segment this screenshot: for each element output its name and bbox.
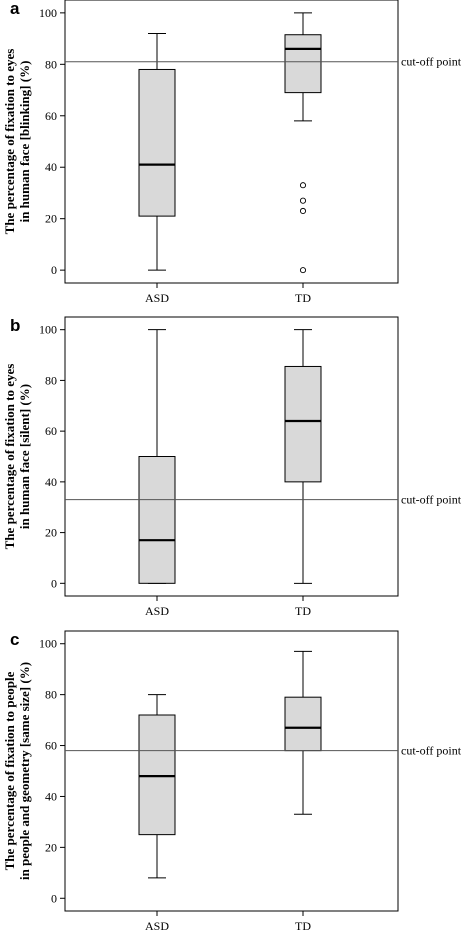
panel-letter: c bbox=[10, 630, 19, 649]
outlier-point bbox=[299, 267, 307, 274]
cutoff-label: cut-off point bbox=[401, 493, 462, 507]
cutoff-label: cut-off point bbox=[401, 744, 462, 758]
y-axis-label-line2: in people and geometry [same size] (%) bbox=[17, 662, 32, 880]
y-tick-label: 0 bbox=[51, 263, 57, 277]
y-tick-label: 100 bbox=[39, 6, 57, 20]
y-tick-label: 0 bbox=[51, 576, 57, 590]
y-axis-label-line2: in human face [blinking] (%) bbox=[17, 61, 32, 223]
plot-frame bbox=[64, 630, 399, 912]
y-tick-label: 60 bbox=[45, 424, 57, 438]
chart-panel-b: b 0 20 40 60 80 100 ASD TD The percentage of fixa… bbox=[2, 316, 462, 618]
box-asd bbox=[138, 694, 176, 879]
y-tick-label: 20 bbox=[45, 840, 57, 854]
box-asd bbox=[138, 32, 176, 271]
panel-letter: a bbox=[10, 0, 20, 18]
box-td bbox=[284, 329, 322, 584]
y-tick-label: 40 bbox=[45, 160, 57, 174]
x-category-label: TD bbox=[295, 604, 311, 618]
box-iqr bbox=[284, 365, 322, 483]
outlier-point bbox=[299, 182, 307, 189]
chart-panel-c: c 0 20 40 60 80 100 ASD TD The percentage of fixa… bbox=[2, 630, 462, 933]
x-category-label: ASD bbox=[145, 919, 169, 933]
y-tick-label: 0 bbox=[51, 891, 57, 905]
box-td bbox=[284, 650, 322, 815]
chart-panel-a: a 0 20 40 60 80 100 ASD TD The percentage of fixa… bbox=[2, 0, 462, 305]
x-category-label: TD bbox=[295, 919, 311, 933]
box-iqr bbox=[138, 456, 176, 584]
y-tick-label: 20 bbox=[45, 526, 57, 540]
y-tick-label: 80 bbox=[45, 57, 57, 71]
box-iqr bbox=[284, 34, 322, 94]
y-tick-label: 100 bbox=[39, 637, 57, 651]
box-iqr bbox=[284, 696, 322, 752]
y-tick-label: 100 bbox=[39, 323, 57, 337]
y-tick-label: 60 bbox=[45, 109, 57, 123]
outlier-point bbox=[299, 207, 307, 215]
plot-frame bbox=[64, 0, 399, 284]
plot-frame bbox=[64, 316, 399, 597]
y-axis-label-line1: The percentage of fixation to people bbox=[2, 671, 17, 870]
y-axis-label-line1: The percentage of fixation to eyes bbox=[2, 49, 17, 235]
box-asd bbox=[138, 329, 176, 584]
y-axis-label-line2: in human face [silent] (%) bbox=[17, 384, 32, 529]
x-category-label: ASD bbox=[145, 291, 169, 305]
y-tick-label: 80 bbox=[45, 688, 57, 702]
y-axis-label-line1: The percentage of fixation to eyes bbox=[2, 364, 17, 550]
y-tick-label: 40 bbox=[45, 475, 57, 489]
panel-letter: b bbox=[10, 316, 20, 335]
box-td bbox=[284, 12, 322, 274]
outlier-point bbox=[299, 197, 307, 204]
box-iqr bbox=[138, 714, 176, 836]
box-iqr bbox=[138, 68, 176, 217]
y-tick-label: 60 bbox=[45, 739, 57, 753]
x-category-label: ASD bbox=[145, 604, 169, 618]
y-tick-label: 40 bbox=[45, 789, 57, 803]
cutoff-label: cut-off point bbox=[401, 55, 462, 69]
x-category-label: TD bbox=[295, 291, 311, 305]
y-tick-label: 20 bbox=[45, 212, 57, 226]
y-tick-label: 80 bbox=[45, 373, 57, 387]
